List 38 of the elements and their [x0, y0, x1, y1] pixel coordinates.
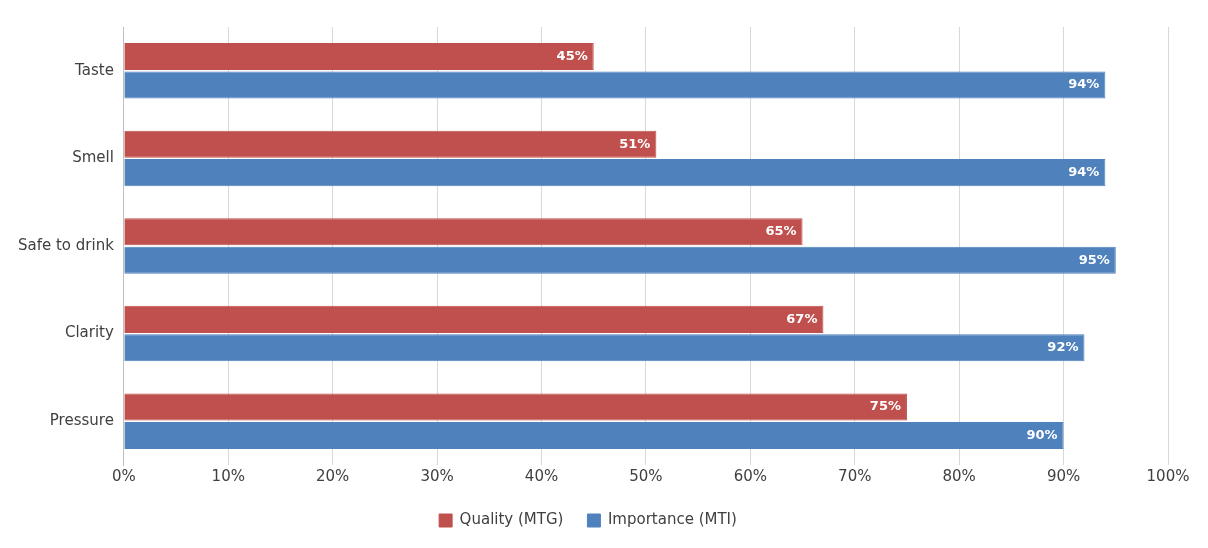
- data-label: 92%: [1047, 339, 1079, 355]
- x-tick-label: 20%: [316, 466, 350, 485]
- x-tick-label: 30%: [420, 466, 454, 485]
- x-tick-label: 40%: [524, 466, 559, 485]
- x-tick-label: 70%: [838, 466, 872, 485]
- legend-label: Quality (MTG): [459, 510, 564, 529]
- data-label: 95%: [1078, 251, 1110, 267]
- bar: [124, 334, 1085, 362]
- data-label: 51%: [619, 135, 651, 151]
- y-tick-label: Safe to drink: [17, 235, 115, 254]
- data-label: 94%: [1068, 164, 1100, 180]
- data-label: 65%: [765, 223, 797, 239]
- x-tick-label: 60%: [733, 466, 768, 485]
- bar: [124, 43, 594, 71]
- bar: [124, 218, 803, 246]
- x-tick-label: 50%: [629, 466, 663, 485]
- bar: [124, 130, 657, 158]
- x-tick-label: 90%: [1046, 466, 1081, 485]
- legend-label: Importance (MTI): [607, 510, 737, 529]
- x-tick-label: 100%: [1146, 466, 1190, 485]
- data-label: 67%: [786, 310, 818, 326]
- bar: [124, 421, 1064, 449]
- x-tick-label: 0%: [111, 466, 136, 485]
- bar: [124, 305, 824, 333]
- bar: [124, 246, 1116, 274]
- x-tick-label: 10%: [211, 466, 245, 485]
- x-tick-label: 80%: [942, 466, 976, 485]
- bar: [124, 71, 1106, 99]
- data-label: 94%: [1068, 76, 1100, 92]
- y-tick-label: Smell: [72, 148, 114, 167]
- data-label: 75%: [869, 398, 901, 414]
- y-tick-label: Clarity: [64, 323, 114, 342]
- y-tick-label: Pressure: [49, 411, 114, 430]
- bar: [124, 393, 907, 421]
- data-label: 45%: [556, 47, 588, 63]
- data-label: 90%: [1026, 426, 1058, 442]
- y-tick-label: Taste: [74, 60, 114, 79]
- bar: [124, 159, 1106, 187]
